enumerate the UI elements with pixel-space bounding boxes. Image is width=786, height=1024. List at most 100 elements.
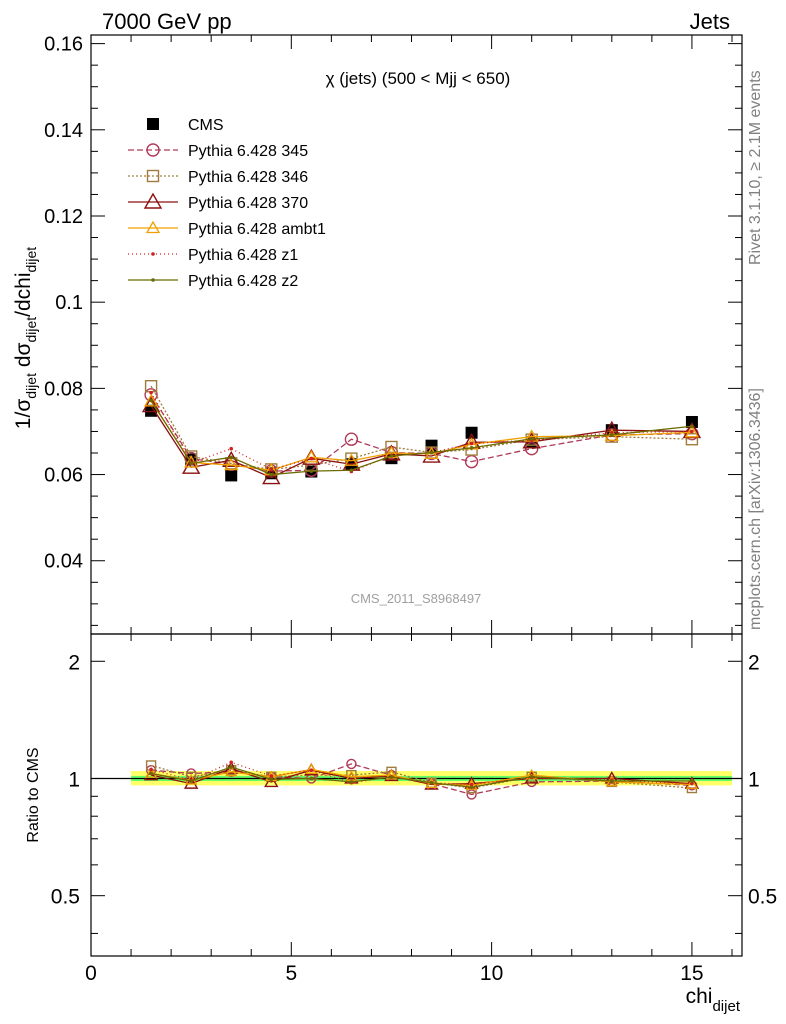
data-point	[224, 457, 239, 471]
data-point	[389, 454, 394, 458]
ratio-plot-frame	[90, 633, 743, 957]
data-point	[149, 398, 153, 403]
main-y-tick-label: 0.06	[44, 465, 83, 487]
ratio-point	[309, 768, 314, 773]
x-tick-label: 5	[285, 962, 297, 985]
ratio-axis-ticks: 0.5 0.5 1 1 2 2 0 5 10 15	[51, 634, 777, 985]
series-line	[150, 392, 692, 473]
data-point	[349, 468, 354, 473]
rivet-version-label: Rivet 3.1.10, ≥ 2.1M events	[747, 70, 764, 265]
data-point	[529, 436, 534, 441]
legend-label: Pythia 6.428 z1	[188, 247, 298, 264]
main-y-tick-label: 0.04	[44, 551, 83, 573]
legend-entry: Pythia 6.428 z2	[128, 273, 298, 290]
legend-marker	[151, 278, 155, 282]
x-tick-label: 10	[480, 962, 503, 985]
legend-marker	[146, 169, 160, 183]
ratio-series-line	[150, 766, 692, 788]
data-point	[304, 450, 319, 463]
process-label: Jets	[690, 9, 730, 34]
ratio-point	[429, 780, 434, 785]
data-point	[344, 453, 359, 466]
main-panel: 0.04 0.06 0.08 0.1 0.12 0.14 0.16 χ (jets) (50…	[12, 34, 743, 635]
ratio-point	[685, 778, 699, 789]
legend-label: Pythia 6.428 370	[188, 195, 308, 212]
data-point	[469, 446, 474, 450]
legend: CMS Pythia 6.428 345 Pythia 6.428 346 Pythi…	[128, 117, 326, 290]
series-line	[150, 405, 692, 479]
data-point	[262, 468, 281, 485]
data-point	[309, 456, 314, 461]
data-point	[685, 433, 699, 446]
main-axis-ticks: 0.04 0.06 0.08 0.1 0.12 0.14 0.16	[44, 34, 742, 634]
series-6	[149, 398, 694, 477]
ratio-y-tick-label-right: 2	[748, 651, 760, 674]
ratio-point	[269, 774, 274, 778]
data-point	[344, 432, 359, 446]
ratio-point	[149, 767, 153, 772]
ratio-point	[610, 779, 614, 783]
ratio-series-group	[143, 758, 700, 800]
ratio-point	[229, 760, 234, 765]
ratio-y-tick-label: 0.5	[51, 886, 80, 909]
analysis-watermark: CMS_2011_S8968497	[351, 591, 482, 606]
ratio-y-tick-label-right: 1	[748, 768, 760, 791]
ratio-point	[229, 765, 234, 769]
legend-marker	[147, 118, 159, 130]
legend-marker	[151, 252, 155, 256]
data-point	[145, 404, 158, 417]
ratio-point	[349, 780, 354, 784]
legend-entry: CMS	[147, 117, 224, 134]
legend-marker	[143, 192, 163, 209]
data-point	[469, 441, 474, 446]
ratio-panel: 0.5 0.5 1 1 2 2 0 5 10 15 Ratio to CMS chidijet	[25, 633, 777, 1015]
ratio-y-axis-label: Ratio to CMS	[25, 747, 42, 842]
legend-entry: Pythia 6.428 z1	[128, 247, 298, 264]
ratio-point	[469, 782, 474, 787]
data-point	[189, 461, 193, 466]
data-point	[684, 425, 700, 438]
legend-label: Pythia 6.428 345	[188, 143, 308, 160]
ratio-point	[144, 767, 158, 778]
main-y-tick-label: 0.16	[44, 34, 83, 56]
data-point	[610, 433, 614, 437]
ratio-series-line	[151, 763, 692, 796]
data-point	[181, 457, 201, 474]
legend-entry: Pythia 6.428 346	[128, 169, 308, 186]
legend-label: Pythia 6.428 ambt1	[188, 221, 326, 238]
mcplots-label: mcplots.cern.ch [arXiv:1306.3436]	[747, 388, 764, 630]
data-point	[229, 455, 234, 460]
data-point	[269, 472, 274, 477]
legend-label: Pythia 6.428 z2	[188, 273, 298, 290]
data-point	[269, 467, 274, 472]
ratio-point	[469, 785, 474, 789]
ratio-y-tick-label: 2	[68, 651, 80, 674]
legend-entry: Pythia 6.428 ambt1	[128, 220, 326, 238]
main-series-group	[141, 380, 702, 485]
series-line	[150, 400, 692, 476]
legend-label: Pythia 6.428 346	[188, 169, 308, 186]
ratio-point	[389, 775, 394, 779]
series-line	[150, 400, 692, 471]
ratio-point	[305, 763, 318, 774]
x-tick-label: 0	[85, 962, 97, 985]
ratio-series-line	[150, 768, 692, 787]
legend-marker	[145, 220, 161, 234]
ratio-series-line	[150, 767, 692, 786]
data-point	[429, 450, 434, 455]
x-axis-label: chidijet	[686, 985, 741, 1015]
main-y-axis-label: 1/σdijet dσdijet/dchidijet	[12, 247, 39, 429]
main-y-tick-label: 0.12	[44, 206, 83, 228]
legend-marker	[146, 143, 160, 157]
data-point	[225, 469, 238, 482]
main-y-tick-label: 0.1	[55, 292, 83, 314]
ratio-point	[149, 771, 153, 776]
x-tick-label: 15	[680, 962, 703, 985]
main-y-tick-label: 0.14	[44, 120, 83, 142]
data-point	[309, 469, 314, 473]
ratio-point	[189, 779, 193, 783]
ratio-point	[346, 758, 357, 770]
data-point	[524, 441, 539, 456]
plot-title: χ (jets) (500 < Mjj < 650)	[326, 69, 511, 88]
ratio-point	[225, 765, 238, 777]
